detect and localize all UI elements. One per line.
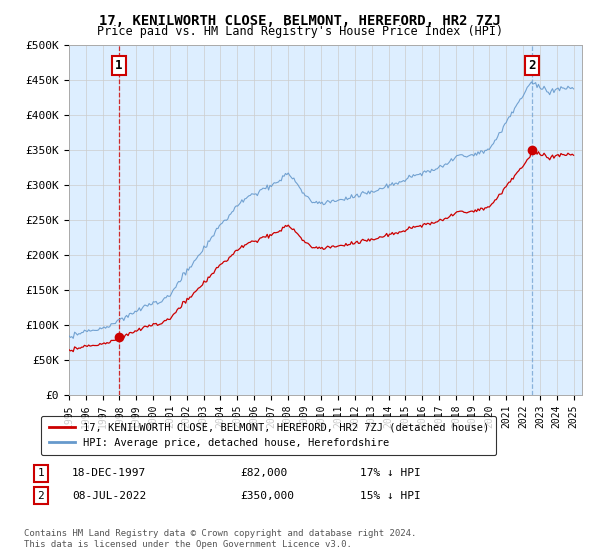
- Text: £82,000: £82,000: [240, 468, 287, 478]
- Text: 17% ↓ HPI: 17% ↓ HPI: [360, 468, 421, 478]
- Legend: 17, KENILWORTH CLOSE, BELMONT, HEREFORD, HR2 7ZJ (detached house), HPI: Average : 17, KENILWORTH CLOSE, BELMONT, HEREFORD,…: [41, 416, 496, 455]
- Text: 08-JUL-2022: 08-JUL-2022: [72, 491, 146, 501]
- Text: Price paid vs. HM Land Registry's House Price Index (HPI): Price paid vs. HM Land Registry's House …: [97, 25, 503, 38]
- Text: 1: 1: [37, 468, 44, 478]
- Text: £350,000: £350,000: [240, 491, 294, 501]
- Text: 15% ↓ HPI: 15% ↓ HPI: [360, 491, 421, 501]
- Text: Contains HM Land Registry data © Crown copyright and database right 2024.
This d: Contains HM Land Registry data © Crown c…: [24, 529, 416, 549]
- Text: 17, KENILWORTH CLOSE, BELMONT, HEREFORD, HR2 7ZJ: 17, KENILWORTH CLOSE, BELMONT, HEREFORD,…: [99, 14, 501, 28]
- Text: 2: 2: [37, 491, 44, 501]
- Text: 18-DEC-1997: 18-DEC-1997: [72, 468, 146, 478]
- Text: 1: 1: [115, 59, 122, 72]
- Text: 2: 2: [528, 59, 536, 72]
